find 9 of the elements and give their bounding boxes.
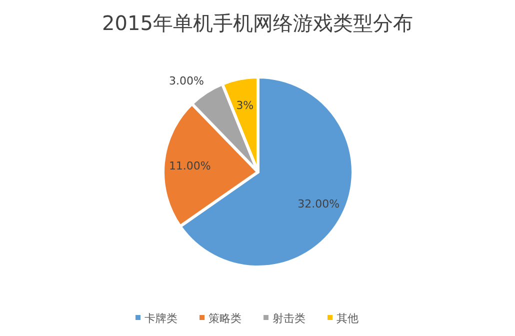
legend-label: 策略类	[208, 312, 242, 325]
chart-title: 2015年单机手机网络游戏类型分布	[102, 11, 413, 35]
legend-label: 射击类	[272, 312, 306, 325]
data-label: 11.00%	[168, 159, 211, 172]
legend-label: 其他	[336, 312, 358, 325]
legend-label: 卡牌类	[144, 312, 178, 325]
data-label: 3.00%	[169, 74, 204, 88]
data-label: 32.00%	[298, 198, 340, 211]
data-label: 3%	[236, 98, 254, 112]
